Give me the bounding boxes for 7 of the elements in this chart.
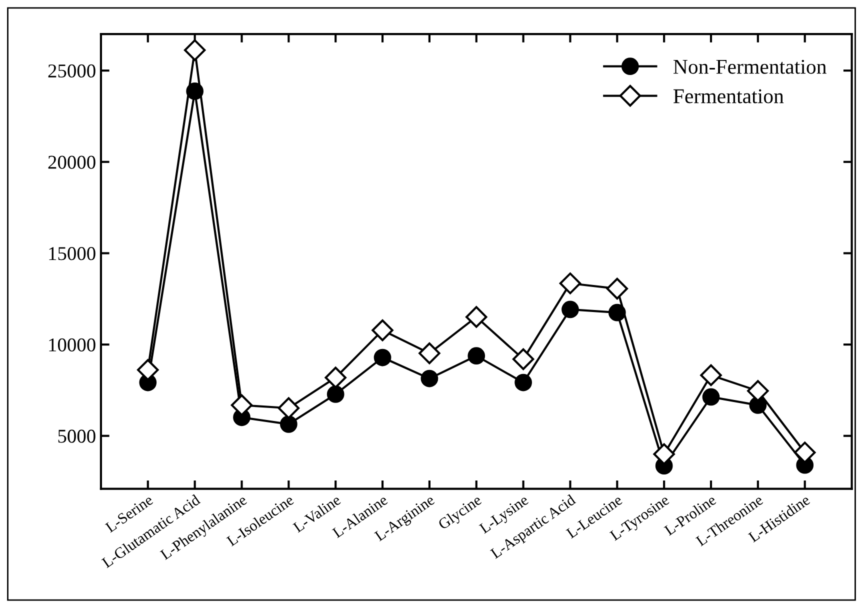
y-tick-label: 20000 [48,156,96,169]
y-tick-label: 15000 [49,247,96,260]
legend-label: Non-Fermentation [673,60,826,74]
legend-label: Fermentation [673,89,784,104]
y-tick-label: 10000 [49,338,96,352]
y-tick-label: 25000 [48,64,96,78]
y-tick-label: 5000 [58,430,96,443]
